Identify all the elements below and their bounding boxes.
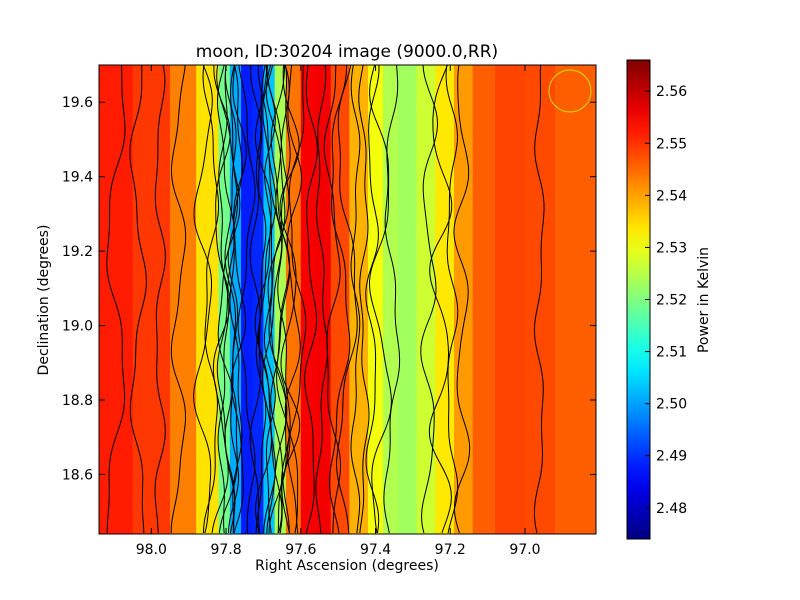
heatmap-cell xyxy=(472,65,496,534)
contour-line xyxy=(284,65,303,534)
x-tick-label: 97.0 xyxy=(509,542,540,558)
heatmap-cell xyxy=(252,65,265,534)
contour-line xyxy=(217,65,230,534)
contour-line xyxy=(383,65,401,534)
beam-circle xyxy=(548,69,592,113)
contour-line xyxy=(453,65,471,534)
contour-lines xyxy=(106,65,545,534)
colorbar-tick-label: 2.56 xyxy=(656,84,687,100)
y-axis-ticks: 18.6 18.8 19.0 19.2 19.4 19.6 xyxy=(62,95,596,483)
heatmap-bands xyxy=(99,65,596,534)
contour-line xyxy=(365,65,380,534)
contour-line xyxy=(270,65,291,534)
heatmap-cell xyxy=(274,65,287,534)
colorbar-tick-label: 2.52 xyxy=(656,293,687,309)
contour-line xyxy=(129,65,147,534)
colorbar-tick-label: 2.51 xyxy=(656,345,687,361)
x-tick-label: 98.0 xyxy=(136,542,167,558)
contour-line xyxy=(358,65,370,534)
heatmap-cell xyxy=(554,65,596,534)
contour-line xyxy=(255,65,267,534)
contour-line xyxy=(304,65,318,534)
contour-line xyxy=(315,65,328,534)
heatmap-cell xyxy=(218,65,231,534)
contour-line xyxy=(202,65,219,534)
x-tick-label: 97.8 xyxy=(210,542,241,558)
chart-title: moon, ID:30204 image (9000.0,RR) xyxy=(196,42,498,62)
contour-line xyxy=(170,65,187,534)
colorbar-tick-label: 2.55 xyxy=(656,136,687,152)
plot-area xyxy=(98,64,597,535)
contour-line xyxy=(193,65,213,534)
contour-line xyxy=(336,65,358,534)
contour-line xyxy=(216,65,241,534)
colorbar-tick-label: 2.54 xyxy=(656,188,687,204)
x-tick-label: 97.6 xyxy=(285,542,316,558)
contour-line xyxy=(445,65,459,534)
heatmap-cell xyxy=(229,65,242,534)
y-tick-label: 19.0 xyxy=(62,319,93,335)
heatmap-cell xyxy=(196,65,220,534)
x-tick-label: 97.4 xyxy=(360,542,391,558)
y-tick-label: 18.6 xyxy=(62,467,93,483)
contour-line xyxy=(533,65,545,534)
heatmap-cell xyxy=(435,65,455,534)
heatmap-cell xyxy=(330,65,350,534)
heatmap-cell xyxy=(454,65,474,534)
heatmap-cell xyxy=(383,65,399,534)
colorbar-gradient xyxy=(627,60,650,539)
contour-line xyxy=(211,65,231,534)
contour-line xyxy=(279,65,301,534)
colorbar-tick-label: 2.53 xyxy=(656,240,687,256)
colorbar-label: Power in Kelvin xyxy=(696,247,712,353)
y-tick-label: 19.4 xyxy=(62,170,93,186)
colorbar: 2.48 2.49 2.50 2.51 2.52 2.53 2.54 2.55 2.56 Pow… xyxy=(626,59,712,540)
contour-line xyxy=(265,65,288,534)
plot-frame xyxy=(98,64,597,535)
heatmap-cell xyxy=(263,65,276,534)
contour-line xyxy=(249,65,263,534)
contour-line xyxy=(257,65,277,534)
contour-line xyxy=(350,65,361,534)
contour-line xyxy=(154,65,166,534)
contour-line xyxy=(277,65,291,534)
colorbar-ticks: 2.48 2.49 2.50 2.51 2.52 2.53 2.54 2.55 2.56 xyxy=(645,84,687,517)
y-tick-label: 18.8 xyxy=(62,393,93,409)
y-axis-label: Declination (degrees) xyxy=(36,225,52,376)
y-tick-label: 19.6 xyxy=(62,95,93,111)
heatmap-cell xyxy=(99,65,134,534)
y-tick-label: 19.2 xyxy=(62,244,93,260)
contour-line xyxy=(106,65,126,534)
contour-line xyxy=(287,65,307,534)
contour-line xyxy=(368,65,392,534)
colorbar-tick-label: 2.48 xyxy=(656,501,687,517)
contour-line xyxy=(227,65,240,534)
x-tick-label: 97.2 xyxy=(435,542,466,558)
contour-line xyxy=(323,65,342,534)
heatmap-cell xyxy=(525,65,556,534)
contour-line xyxy=(275,65,291,534)
heatmap-cell xyxy=(241,65,253,534)
contour-line xyxy=(328,65,351,534)
colorbar-tick-label: 2.50 xyxy=(656,397,687,413)
x-axis-ticks: 98.0 97.8 97.6 97.4 97.2 97.0 xyxy=(136,65,541,558)
colorbar-tick-label: 2.49 xyxy=(656,449,687,465)
heatmap-cell xyxy=(132,65,171,534)
heatmap-cell xyxy=(495,65,526,534)
heatmap-cell xyxy=(416,65,436,534)
heatmap-cell xyxy=(170,65,197,534)
contour-line xyxy=(230,65,247,534)
heatmap-cell xyxy=(300,65,317,534)
contour-line xyxy=(428,65,453,534)
contour-line xyxy=(261,65,283,534)
x-axis-label: Right Ascension (degrees) xyxy=(255,558,439,574)
heatmap-cell xyxy=(368,65,384,534)
heatmap-cell xyxy=(397,65,418,534)
contour-line xyxy=(254,65,273,534)
